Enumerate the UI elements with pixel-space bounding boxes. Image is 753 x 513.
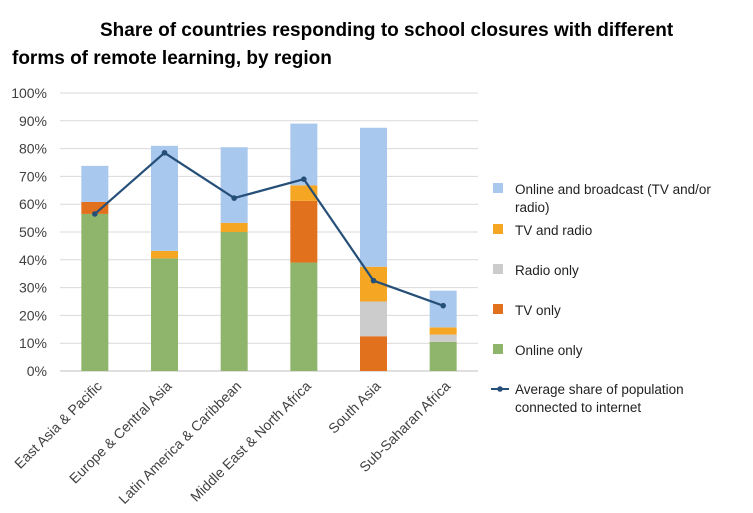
bar-segment xyxy=(360,301,387,337)
y-tick-label: 80% xyxy=(19,141,47,157)
line-point xyxy=(161,149,168,156)
legend-swatch-online-broadcast xyxy=(493,183,503,193)
x-tick-label: Latin America & Caribbean xyxy=(115,378,244,507)
legend-label-online-broadcast-1: Online and broadcast (TV and/or xyxy=(515,182,711,197)
y-tick-label: 60% xyxy=(19,196,47,212)
gridlines xyxy=(60,92,478,372)
bar-segment xyxy=(151,145,178,251)
x-tick-label: South Asia xyxy=(325,378,384,437)
bars xyxy=(81,123,457,371)
line-point xyxy=(440,302,446,309)
bar-segment xyxy=(429,290,457,328)
bar-segment xyxy=(220,222,248,232)
y-tick-label: 0% xyxy=(27,363,47,379)
bar-segment xyxy=(151,258,178,371)
line-point xyxy=(92,211,98,217)
y-tick-label: 10% xyxy=(19,335,47,351)
legend-label-tv-only: TV only xyxy=(515,303,561,318)
line-point xyxy=(301,176,307,182)
legend-swatch-radio-only xyxy=(493,264,503,274)
x-tick-label: Middle East & North Africa xyxy=(187,378,314,505)
bar-segment xyxy=(220,232,248,371)
y-tick-label: 40% xyxy=(19,252,47,268)
bar-segment xyxy=(81,213,109,371)
legend-label-tv-radio: TV and radio xyxy=(515,223,592,238)
legend-swatch-line-marker xyxy=(497,386,503,392)
bar-segment xyxy=(360,127,387,267)
legend-swatch-online-only xyxy=(493,344,503,354)
bar-segment xyxy=(290,262,318,371)
legend-label-avg-2: connected to internet xyxy=(515,400,641,415)
bar-segment xyxy=(81,201,109,214)
line-point xyxy=(370,277,377,284)
bar-segment xyxy=(429,341,457,371)
bar-segment xyxy=(290,123,318,186)
legend-label-avg-1: Average share of population xyxy=(515,382,684,397)
bar-segment xyxy=(360,336,387,371)
y-tick-label: 30% xyxy=(19,280,47,296)
y-tick-label: 90% xyxy=(19,113,47,129)
bar-segment xyxy=(81,165,109,202)
y-tick-label: 20% xyxy=(19,307,47,323)
line-path xyxy=(94,151,444,307)
legend-label-online-only: Online only xyxy=(515,343,583,358)
legend-swatch-tv-only xyxy=(493,304,503,314)
chart-title-line-2: forms of remote learning, by region xyxy=(12,48,332,69)
bar-segment xyxy=(429,334,457,342)
bar-segment xyxy=(290,200,318,263)
legend: Online and broadcast (TV and/or radio) T… xyxy=(491,182,711,415)
y-tick-label: 50% xyxy=(19,224,47,240)
legend-label-online-broadcast-2: radio) xyxy=(515,200,550,215)
bar-segment xyxy=(220,147,248,223)
y-tick-label: 70% xyxy=(19,168,47,184)
internet-share-line xyxy=(92,149,446,309)
bar-segment xyxy=(151,250,178,259)
y-axis-ticks: 0% 10% 20% 30% 40% 50% 60% 70% 80% 90% 100% xyxy=(11,85,47,379)
legend-label-radio-only: Radio only xyxy=(515,263,579,278)
y-tick-label: 100% xyxy=(11,85,47,101)
line-point xyxy=(231,195,237,201)
legend-swatch-tv-radio xyxy=(493,224,503,234)
chart-title-line-1: Share of countries responding to school … xyxy=(100,20,674,41)
bar-segment xyxy=(429,327,457,335)
